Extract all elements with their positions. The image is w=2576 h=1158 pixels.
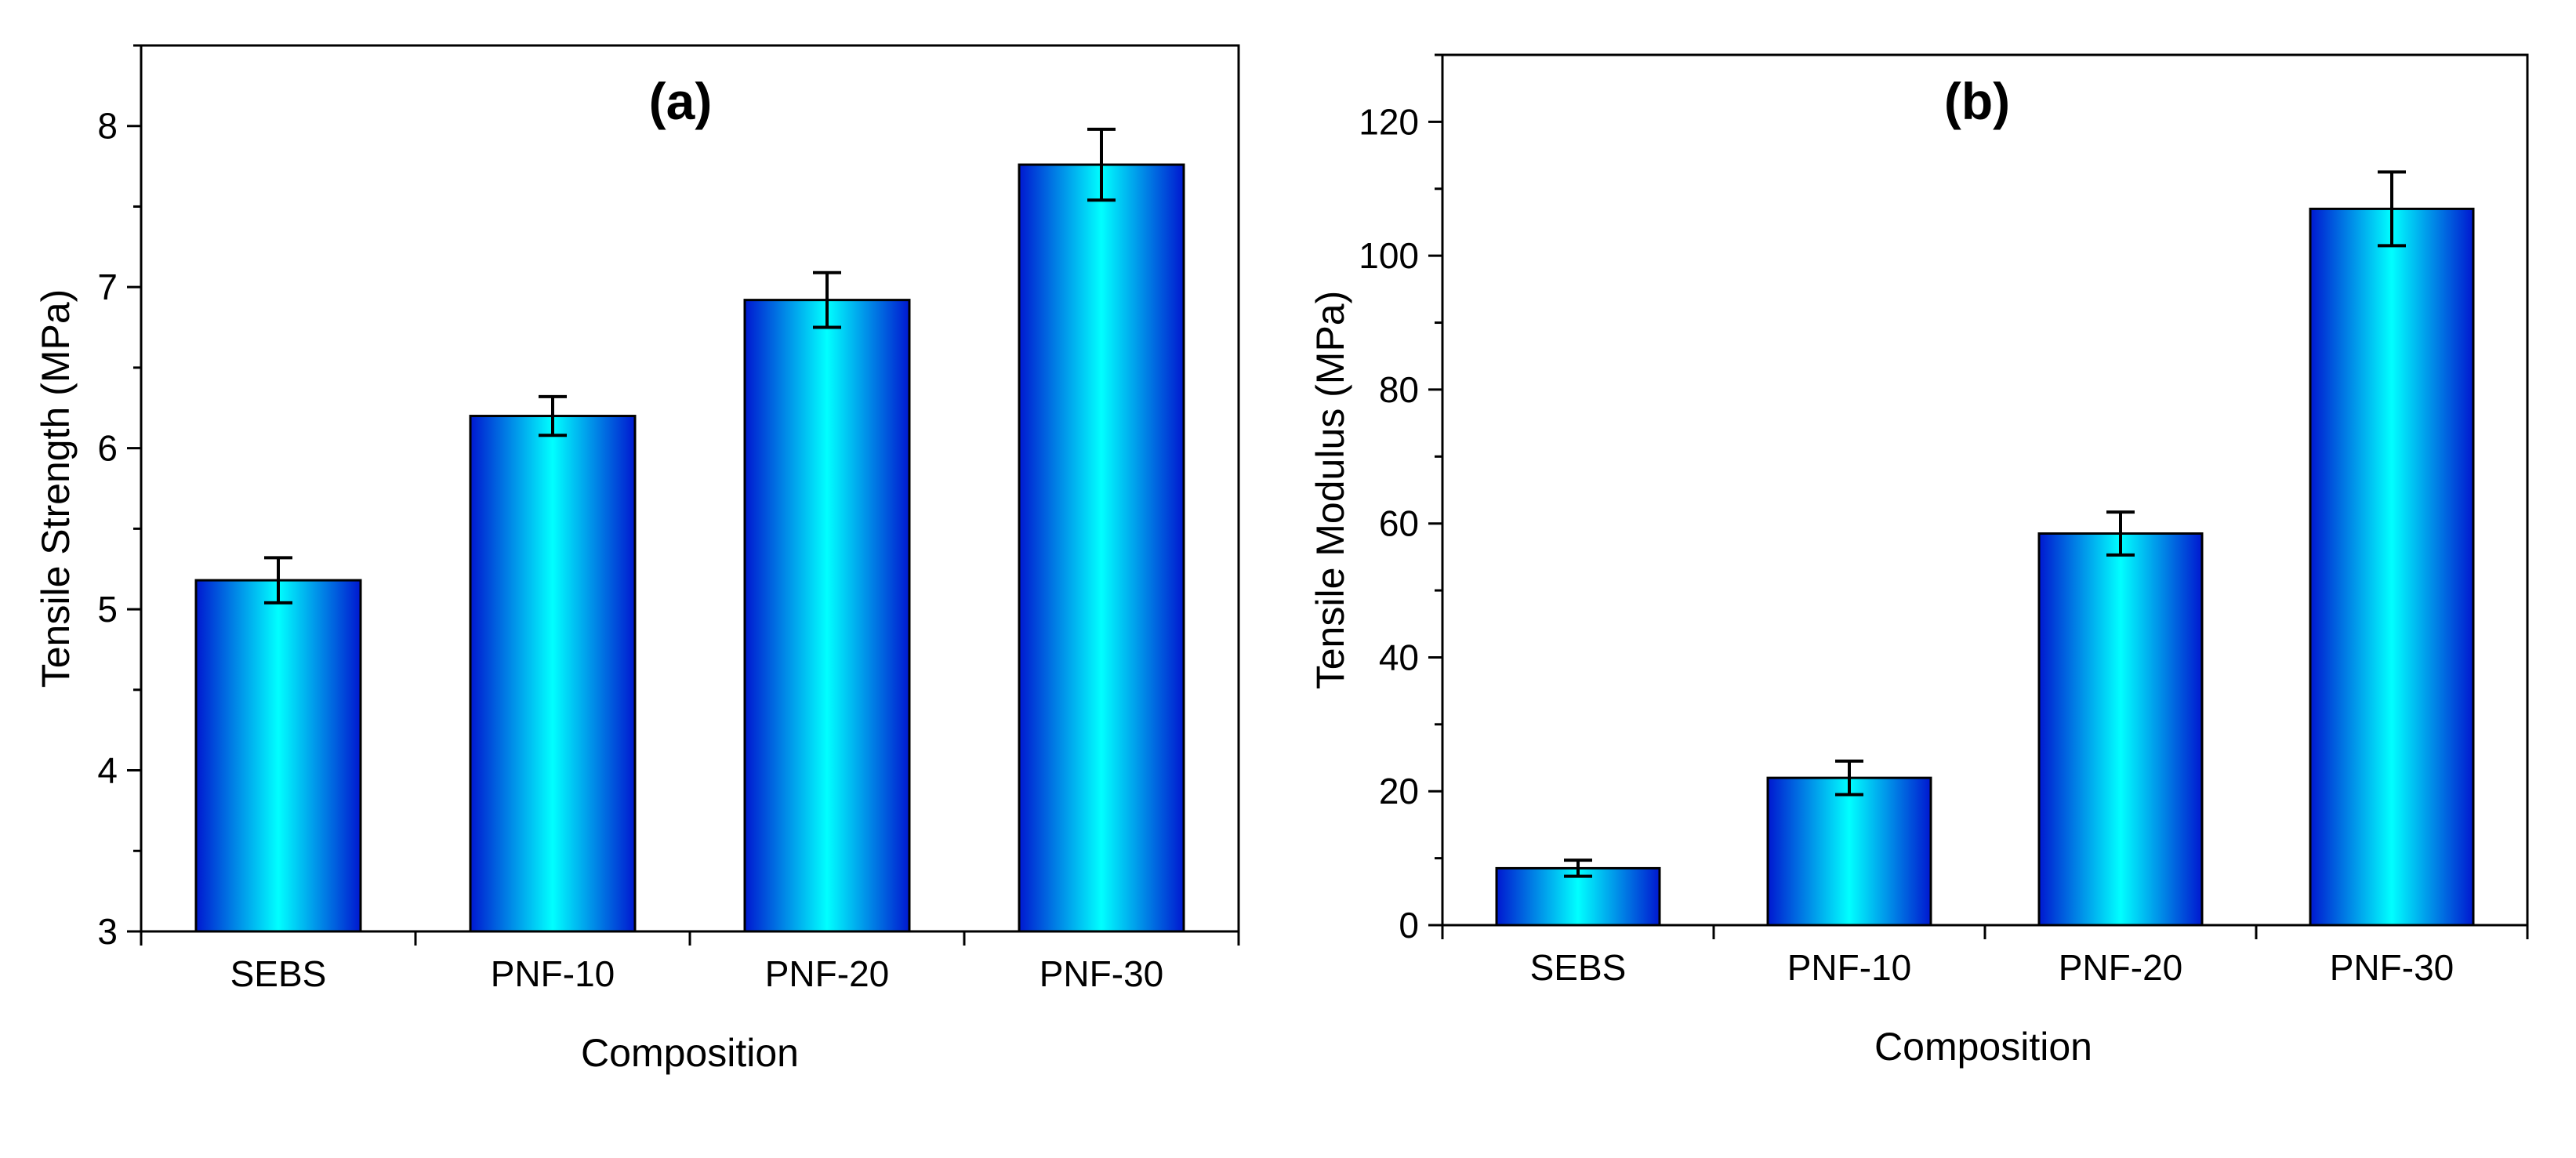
chart-b-errorbar-sebs: [1564, 859, 1592, 878]
chart-b-bar-pnf-30: [2309, 207, 2475, 927]
chart-a-panel-label: (a): [649, 72, 713, 130]
chart-b-svg: 0 20 40 60 80 100 120 SEBS PNF-10 PNF-20 PNF-30 (…: [1308, 53, 2529, 1069]
chart-b-y-ticks: 0 20 40 60 80 100 120: [1359, 53, 1442, 946]
chart-b-x-tick-label: PNF-10: [1787, 947, 1911, 988]
chart-panel-a: 3 4 5 6 7 8 SEBS PNF-10 PNF-20 PNF-30 (a) Compos…: [0, 0, 1254, 1158]
chart-b-x-axis-title: Composition: [1874, 1025, 2092, 1069]
chart-b-x-ticks: SEBS PNF-10 PNF-20 PNF-30: [1441, 925, 2529, 988]
chart-a-bar-pnf-30: [1018, 163, 1185, 933]
chart-a-errorbar-pnf-30: [1087, 127, 1116, 202]
chart-a-y-ticks: 3 4 5 6 7 8: [97, 44, 141, 952]
chart-panel-b: 0 20 40 60 80 100 120 SEBS PNF-10 PNF-20 PNF-30 (…: [1270, 0, 2576, 1158]
chart-b-y-tick-label: 40: [1379, 637, 1419, 677]
chart-a-errorbar-sebs: [264, 556, 292, 604]
chart-a-errorbars: [264, 127, 1116, 604]
chart-a-x-ticks: SEBS PNF-10 PNF-20 PNF-30: [140, 931, 1240, 994]
chart-a-y-tick-label: 8: [97, 106, 118, 147]
chart-b-y-tick-label: 0: [1399, 905, 1419, 946]
chart-a-bar-sebs: [194, 579, 362, 933]
chart-a-x-tick-label: PNF-20: [765, 953, 889, 994]
chart-b-bar-pnf-20: [2037, 532, 2204, 927]
chart-b-y-tick-label: 120: [1359, 101, 1419, 142]
chart-a-x-axis-title: Composition: [581, 1031, 799, 1075]
chart-a-y-tick-label: 7: [97, 267, 118, 307]
chart-a-errorbar-pnf-20: [813, 270, 841, 329]
chart-a-bar-pnf-10: [469, 415, 637, 933]
chart-a-svg: 3 4 5 6 7 8 SEBS PNF-10 PNF-20 PNF-30 (a) Compos…: [34, 44, 1240, 1075]
chart-a-errorbar-pnf-10: [539, 394, 567, 437]
chart-b-y-tick-label: 100: [1359, 235, 1419, 276]
chart-b-errorbars: [1564, 170, 2406, 878]
chart-a-x-tick-label: SEBS: [230, 953, 327, 994]
chart-b-y-tick-label: 20: [1379, 771, 1419, 811]
chart-a-x-tick-label: PNF-30: [1039, 953, 1163, 994]
chart-b-errorbar-pnf-10: [1835, 759, 1863, 797]
chart-b-y-tick-label: 80: [1379, 369, 1419, 410]
chart-b-errorbar-pnf-20: [2106, 510, 2135, 557]
chart-a-y-tick-label: 3: [97, 911, 118, 952]
chart-a-y-tick-label: 5: [97, 589, 118, 630]
chart-b-y-tick-label: 60: [1379, 503, 1419, 544]
chart-b-x-tick-label: PNF-30: [2330, 947, 2454, 988]
chart-a-y-axis-title: Tensile Strength (MPa): [34, 289, 78, 688]
chart-a-x-tick-label: PNF-10: [491, 953, 615, 994]
chart-a-bar-pnf-20: [743, 299, 911, 933]
chart-b-errorbar-pnf-30: [2378, 170, 2406, 248]
chart-b-panel-label: (b): [1944, 72, 2010, 130]
chart-b-x-tick-label: SEBS: [1530, 947, 1627, 988]
chart-b-bar-pnf-10: [1766, 776, 1932, 927]
chart-b-y-axis-title: Tensile Modulus (MPa): [1308, 291, 1352, 690]
chart-a-y-tick-label: 6: [97, 428, 118, 469]
chart-a-bars: [194, 163, 1185, 933]
chart-a-y-tick-label: 4: [97, 750, 118, 791]
chart-b-bars: [1495, 207, 2475, 927]
chart-b-x-tick-label: PNF-20: [2059, 947, 2182, 988]
